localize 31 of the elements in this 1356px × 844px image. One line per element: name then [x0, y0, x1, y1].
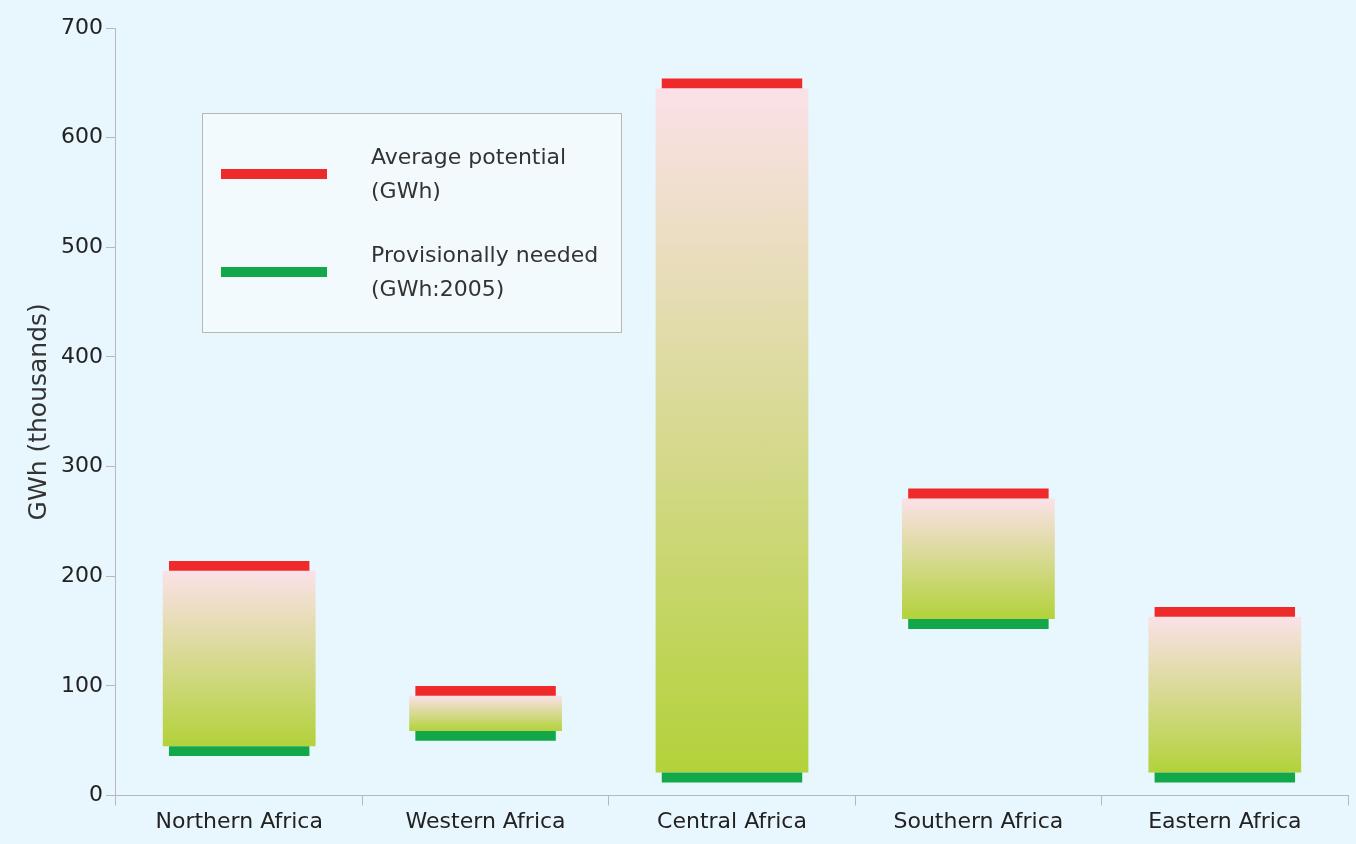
x-tick-label: Southern Africa	[893, 807, 1064, 833]
bar	[1148, 616, 1302, 773]
bar	[1154, 606, 1296, 617]
bar	[908, 488, 1049, 499]
y-tick-label: 500	[60, 233, 103, 259]
bar	[661, 772, 803, 783]
bar	[661, 78, 803, 89]
bar	[902, 498, 1055, 620]
x-tick-label: Western Africa	[405, 807, 566, 833]
x-tick-label: Northern Africa	[155, 807, 323, 833]
bar	[168, 746, 310, 757]
bar	[655, 88, 809, 773]
bar	[162, 570, 316, 747]
x-tick-label: Central Africa	[657, 807, 807, 833]
y-tick-label: 100	[60, 671, 103, 697]
x-tick-label: Eastern Africa	[1148, 807, 1302, 833]
y-tick-label: 700	[60, 13, 103, 39]
bar	[168, 560, 310, 571]
bar	[415, 730, 556, 741]
y-tick-label: 200	[60, 562, 103, 587]
y-tick-label: 0	[88, 781, 103, 807]
bar	[409, 695, 562, 731]
y-tick-label: 400	[60, 342, 103, 368]
bar	[1154, 772, 1296, 783]
bar	[908, 619, 1049, 629]
legend-label: Average potential (GWh)	[371, 143, 568, 205]
bar	[415, 685, 556, 696]
y-tick-label: 600	[60, 123, 103, 149]
y-tick-label: 300	[60, 452, 103, 478]
legend-label: Provisionally needed (GWh:2005)	[371, 241, 600, 303]
y-axis-title: GWh (thousands)	[22, 303, 52, 521]
